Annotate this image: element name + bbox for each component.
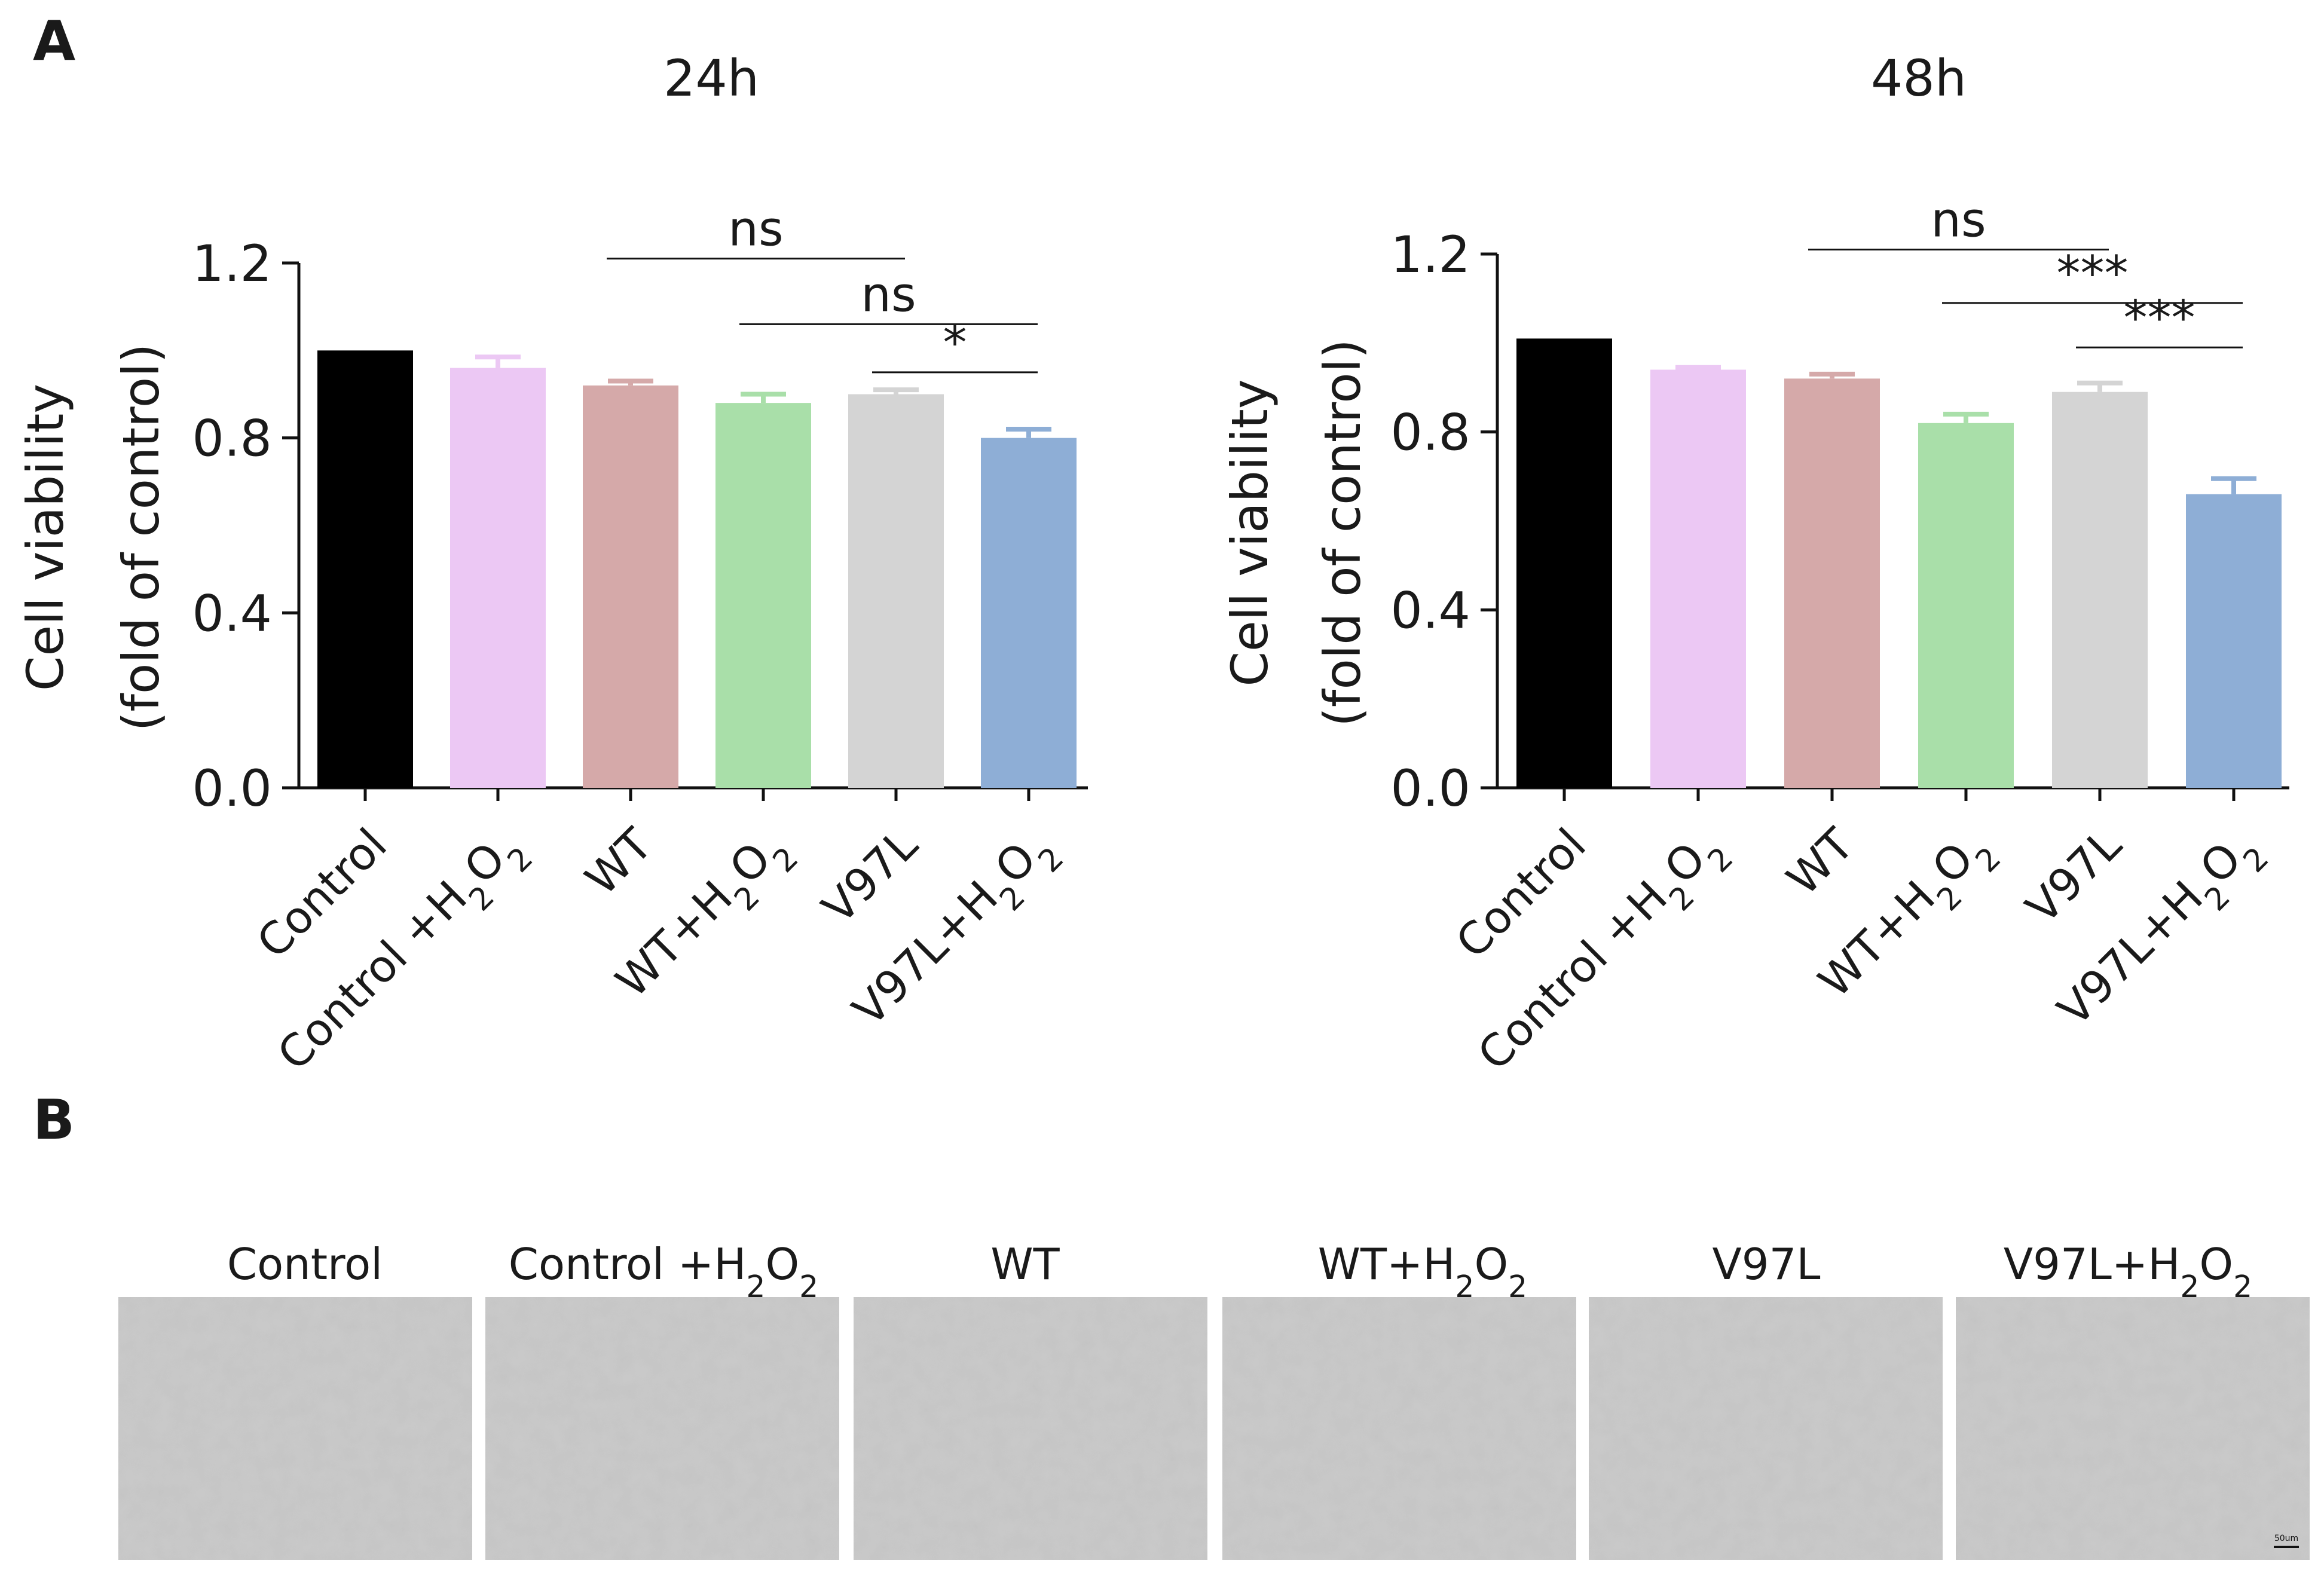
micrograph-image bbox=[118, 1297, 472, 1560]
micrograph-texture bbox=[1589, 1297, 1943, 1560]
y-tick-label: 0.4 bbox=[192, 584, 272, 643]
bar bbox=[1516, 338, 1612, 788]
y-tick-label: 0.0 bbox=[1390, 759, 1470, 818]
panel-label-b: B bbox=[33, 1088, 75, 1152]
micrograph-image bbox=[1589, 1297, 1943, 1560]
y-tick-label: 1.2 bbox=[1390, 225, 1470, 284]
significance-label: *** bbox=[2057, 246, 2129, 301]
x-tick-label: WT bbox=[1777, 818, 1864, 905]
micrograph-texture bbox=[854, 1297, 1207, 1560]
y-tick-label: 0.4 bbox=[1390, 581, 1470, 640]
bar bbox=[1650, 369, 1746, 788]
bar bbox=[2186, 494, 2282, 788]
significance-label: * bbox=[943, 315, 967, 371]
bar bbox=[2052, 392, 2148, 788]
micrograph-image bbox=[854, 1297, 1207, 1560]
micrograph-texture bbox=[485, 1297, 839, 1560]
y-tick-label: 0.8 bbox=[192, 409, 272, 468]
bar bbox=[715, 403, 811, 788]
micrograph-label: V97L bbox=[1713, 1239, 1821, 1289]
y-axis-title-line2: (fold of control) bbox=[112, 344, 170, 732]
chart-title: 24h bbox=[663, 49, 759, 108]
bar bbox=[583, 385, 678, 788]
y-axis-title-line1: Cell viability bbox=[1221, 379, 1279, 686]
micrograph-image bbox=[1222, 1297, 1576, 1560]
panel-label-a: A bbox=[33, 9, 75, 73]
bar bbox=[450, 368, 546, 788]
micrograph-texture bbox=[118, 1297, 472, 1560]
x-tick-label: Control +H2O2 bbox=[1468, 819, 1740, 1091]
bar bbox=[1784, 378, 1880, 788]
micrograph-image bbox=[485, 1297, 839, 1560]
significance-label: ns bbox=[1931, 192, 1986, 248]
micrograph-label: WT bbox=[990, 1239, 1060, 1289]
micrograph-image bbox=[1956, 1297, 2310, 1560]
bar bbox=[848, 394, 944, 788]
significance-label: ns bbox=[728, 201, 783, 257]
x-tick-label: V97L bbox=[812, 819, 927, 934]
y-axis-title-line1: Cell viability bbox=[16, 384, 75, 691]
chart-title: 48h bbox=[1871, 49, 1967, 108]
micrograph-label: Control bbox=[227, 1239, 383, 1289]
micrograph-label: WT+H2O2 bbox=[1318, 1239, 1527, 1304]
micrograph-texture bbox=[1956, 1297, 2310, 1560]
micrograph-label: Control +H2O2 bbox=[509, 1239, 818, 1304]
micrograph-label: V97L+H2O2 bbox=[2004, 1239, 2252, 1304]
x-tick-label: Control +H2O2 bbox=[268, 819, 540, 1091]
micrograph-row: Control Control +H2O2 WT WT+H2O2 V97L V97L+H2… bbox=[118, 1239, 2310, 1560]
bar bbox=[981, 438, 1077, 788]
bar bbox=[1918, 423, 2014, 788]
y-tick-label: 1.2 bbox=[192, 234, 272, 293]
y-tick-label: 0.8 bbox=[1390, 403, 1470, 462]
chart-48h: 48h Cell viability (fold of control) 0.0 0.4… bbox=[1221, 49, 2289, 1091]
x-tick-label: V97L bbox=[2016, 819, 2131, 934]
y-axis-title-line2: (fold of control) bbox=[1313, 339, 1372, 727]
bar bbox=[317, 350, 413, 788]
y-tick-label: 0.0 bbox=[192, 759, 272, 818]
significance-label: ns bbox=[861, 267, 916, 322]
significance-label: *** bbox=[2124, 290, 2195, 345]
scale-bar-label: 50um bbox=[2274, 1534, 2298, 1543]
x-tick-label: WT bbox=[576, 818, 662, 905]
micrograph-texture bbox=[1222, 1297, 1576, 1560]
chart-24h: 24h Cell viability (fold of control) 0.0 0.4… bbox=[16, 49, 1088, 1091]
